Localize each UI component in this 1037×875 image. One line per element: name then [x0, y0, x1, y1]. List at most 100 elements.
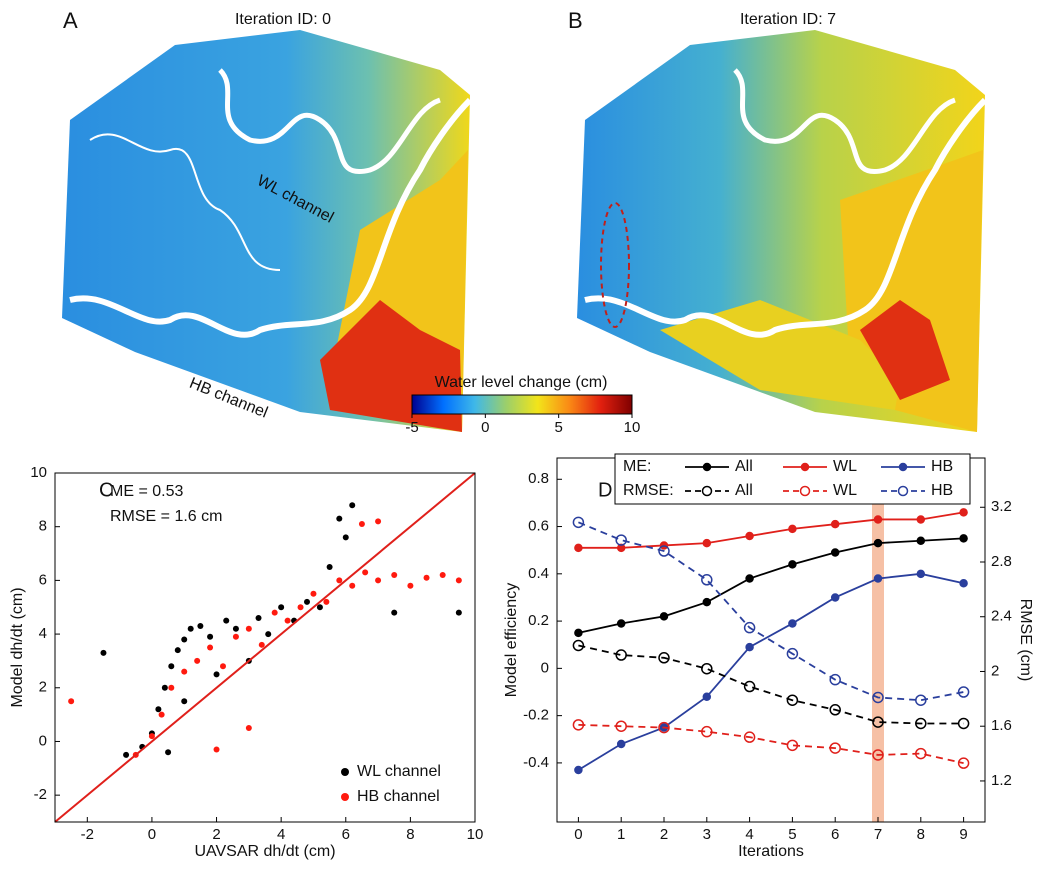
- series-line: [578, 644, 964, 725]
- scatter-point: [323, 598, 330, 605]
- series-line: [577, 572, 964, 771]
- map-area: [660, 300, 900, 410]
- series-marker: [616, 739, 626, 749]
- map-title: Iteration ID: 7: [740, 11, 836, 28]
- series-marker: [830, 548, 840, 557]
- series-marker: [829, 673, 841, 686]
- x-tick-label: 0: [148, 826, 156, 843]
- scatter-point: [375, 577, 382, 584]
- x-tick-label: 1: [617, 826, 625, 843]
- scatter-point: [336, 577, 343, 584]
- x-tick-label: 10: [467, 826, 484, 843]
- scatter-point: [284, 617, 291, 624]
- y-tick-label: 0.2: [528, 612, 549, 629]
- legend-marker: [702, 462, 712, 472]
- series-marker: [915, 694, 927, 706]
- scatter-point: [297, 604, 304, 611]
- series-marker: [873, 538, 883, 548]
- series-marker: [916, 569, 926, 579]
- channel: [733, 68, 956, 174]
- x-tick-label: 4: [745, 826, 753, 843]
- scatter-point: [155, 706, 162, 713]
- scatter-point: [455, 577, 462, 584]
- y-axis-label: Model dh/dt (cm): [9, 587, 26, 707]
- series-line: [578, 511, 964, 549]
- series-marker: [615, 649, 627, 661]
- y-tick-label: 0.4: [528, 565, 549, 582]
- scatter-point: [349, 502, 356, 509]
- scatter-point: [336, 515, 343, 522]
- legend-label: All: [735, 458, 753, 475]
- channel: [89, 133, 281, 271]
- scatter-point: [258, 641, 265, 648]
- legend-label: HB channel: [357, 788, 440, 805]
- series-marker: [829, 742, 841, 754]
- series-line: [578, 537, 964, 634]
- series-marker: [743, 731, 756, 743]
- colorbar-tick-label: -5: [405, 419, 418, 436]
- series-marker: [916, 536, 926, 545]
- y-tick-label: 0.8: [528, 470, 549, 487]
- series-marker: [830, 593, 840, 602]
- series-line: [578, 723, 964, 765]
- scatter-point: [349, 582, 356, 589]
- series-marker: [743, 621, 756, 634]
- y2-tick-label: 2.4: [991, 608, 1012, 625]
- series-marker: [658, 721, 670, 734]
- series-marker: [572, 516, 585, 529]
- colorbar-title: Water level change (cm): [435, 374, 608, 391]
- series-marker: [873, 574, 883, 583]
- legend-marker: [799, 485, 811, 497]
- series-marker: [616, 619, 626, 628]
- series-marker: [788, 560, 797, 569]
- scatter-point: [158, 711, 165, 718]
- scatter-point: [187, 625, 194, 632]
- y2-tick-label: 3.2: [991, 498, 1012, 515]
- series-marker: [574, 628, 583, 638]
- scatter-point: [278, 604, 285, 611]
- legend-box: [614, 453, 971, 505]
- series-marker: [872, 716, 884, 728]
- y2-tick-label: 2.8: [991, 553, 1012, 570]
- scatter-point: [375, 518, 382, 525]
- scatter-point: [223, 617, 230, 624]
- series-line: [578, 521, 964, 702]
- series-marker: [616, 543, 626, 553]
- x-tick-label: 3: [703, 826, 711, 843]
- scatter-point: [181, 698, 188, 705]
- series-marker: [786, 739, 799, 752]
- panel-letter: A: [63, 8, 78, 33]
- panel-letter: C: [99, 479, 113, 501]
- identity-line: [54, 472, 476, 823]
- scatter-point: [439, 572, 446, 579]
- series-marker: [957, 686, 970, 698]
- series-marker: [701, 662, 713, 675]
- scatter-point: [165, 749, 172, 756]
- legend-label: HB: [931, 482, 953, 499]
- y-tick-label: -0.4: [523, 754, 549, 771]
- map-area: [860, 300, 950, 400]
- map-a: [62, 30, 473, 432]
- series-marker: [959, 579, 968, 588]
- scatter-point: [213, 746, 220, 753]
- series-marker: [574, 543, 583, 553]
- scatter-point: [168, 684, 175, 691]
- series-marker: [701, 574, 713, 586]
- scatter-point: [207, 633, 214, 640]
- series-marker: [658, 545, 670, 557]
- scatter-point: [213, 671, 220, 678]
- colorbar-tick-label: 10: [624, 419, 641, 436]
- scatter-point: [207, 644, 214, 651]
- scatter-point: [326, 563, 333, 570]
- y-tick-label: 8: [39, 518, 47, 535]
- series-marker: [916, 515, 926, 524]
- series-marker: [745, 531, 754, 541]
- legend-label: WL: [833, 482, 857, 499]
- scatter-point: [391, 609, 398, 616]
- x-tick-label: 5: [788, 826, 796, 843]
- series-marker: [702, 597, 712, 607]
- y-tick-label: 2: [39, 679, 47, 696]
- series-marker: [788, 524, 797, 534]
- scatter-point: [304, 598, 310, 605]
